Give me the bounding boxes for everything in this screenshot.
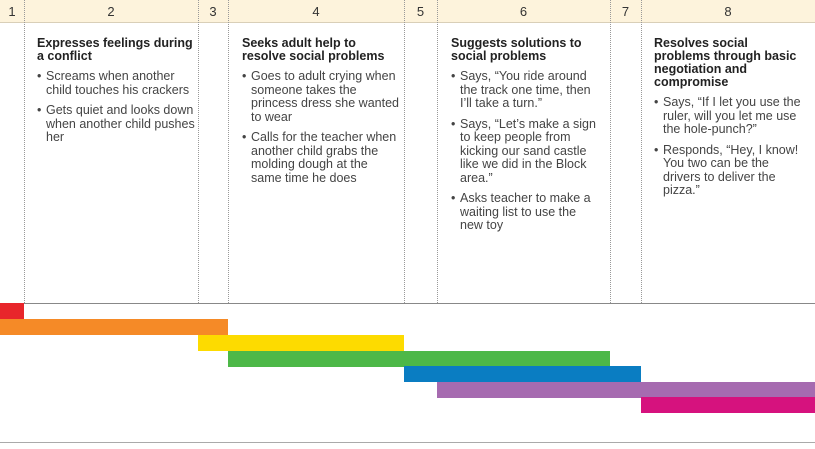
band-magenta: [641, 397, 815, 413]
descriptor-list: Says, “If I let you use the ruler, will …: [654, 95, 806, 198]
column-label: 4: [312, 4, 320, 19]
column-label: 2: [107, 4, 115, 19]
descriptor-title: Resolves social problems through basic n…: [654, 36, 797, 89]
band-yellow: [198, 335, 404, 351]
column-label: 7: [621, 4, 630, 19]
band-top-rule: [0, 303, 815, 304]
column-divider: [437, 0, 438, 303]
example-item: Screams when another child touches his c…: [37, 69, 195, 97]
example-item: Says, “Let’s make a sign to keep people …: [451, 117, 601, 186]
band-red: [0, 303, 24, 319]
header-row: 1 2 3 4 5 6 7 8: [0, 0, 815, 23]
column-label: 1: [8, 4, 16, 19]
band-purple: [437, 382, 815, 398]
descriptor: Resolves social problems through basic n…: [654, 37, 806, 205]
column-label: 3: [209, 4, 217, 19]
example-item: Says, “If I let you use the ruler, will …: [654, 95, 806, 137]
example-item: Asks teacher to make a waiting list to u…: [451, 191, 601, 233]
descriptor: Suggests solutions to social problems Say…: [451, 37, 601, 240]
column-divider: [24, 0, 25, 303]
column-label: 8: [724, 4, 732, 19]
column-label: 6: [519, 4, 528, 19]
descriptor-title: Seeks adult help to resolve social probl…: [242, 36, 385, 63]
column-divider: [228, 0, 229, 303]
descriptor-list: Screams when another child touches his c…: [37, 69, 195, 145]
example-item: Says, “You ride around the track one tim…: [451, 69, 601, 111]
descriptor: Seeks adult help to resolve social probl…: [242, 37, 400, 192]
column-divider: [198, 0, 199, 303]
column-divider: [610, 0, 611, 303]
example-item: Gets quiet and looks down when another c…: [37, 103, 195, 145]
example-item: Responds, “Hey, I know! You two can be t…: [654, 143, 806, 198]
descriptor-list: Says, “You ride around the track one tim…: [451, 69, 601, 233]
band-orange: [0, 319, 228, 335]
band-blue: [404, 366, 641, 382]
column-divider: [404, 0, 405, 303]
example-item: Goes to adult crying when someone takes …: [242, 69, 400, 124]
descriptor-title: Suggests solutions to social problems: [451, 36, 582, 63]
band-green: [228, 351, 610, 367]
column-label: 5: [416, 4, 425, 19]
descriptor-list: Goes to adult crying when someone takes …: [242, 69, 400, 185]
descriptor: Expresses feelings during a conflict Scre…: [37, 37, 195, 152]
band-bottom-rule: [0, 442, 815, 443]
descriptor-title: Expresses feelings during a conflict: [37, 36, 193, 63]
column-divider: [641, 0, 642, 303]
example-item: Calls for the teacher when another child…: [242, 130, 400, 185]
